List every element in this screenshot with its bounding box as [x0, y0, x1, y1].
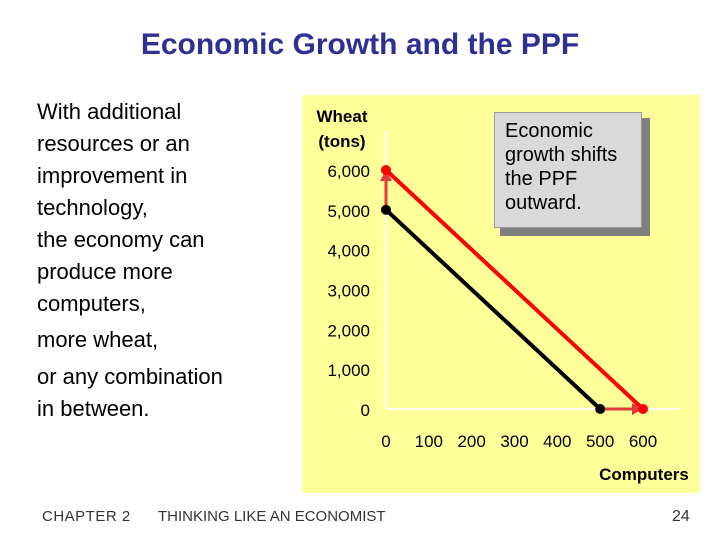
chart-points — [381, 165, 648, 414]
new-ppf-point — [381, 165, 391, 175]
y-tick-label: 1,000 — [327, 361, 370, 380]
footer-chapter: CHAPTER 2 — [42, 508, 131, 525]
y-axis-label: (tons) — [318, 132, 365, 151]
bullet-line: or any combination — [37, 364, 223, 389]
bullet-line: produce more — [37, 259, 173, 284]
x-tick-label: 0 — [381, 432, 390, 451]
x-tick-label: 300 — [500, 432, 528, 451]
x-tick-label: 400 — [543, 432, 571, 451]
new-ppf-point — [638, 404, 648, 414]
bullet-line: improvement in — [37, 163, 188, 188]
y-tick-label: 4,000 — [327, 242, 370, 261]
y-tick-label: 2,000 — [327, 321, 370, 340]
footer-page-number: 24 — [672, 508, 690, 525]
bullet-line: With additional — [37, 99, 182, 124]
y-tick-label: 3,000 — [327, 282, 370, 301]
y-tick-label: 5,000 — [327, 202, 370, 221]
y-tick-label: 0 — [361, 401, 370, 420]
old-ppf-point — [595, 404, 606, 414]
bullet-line: the economy can — [37, 227, 205, 252]
chart-lines — [384, 168, 645, 411]
x-axis-label: Computers — [599, 465, 689, 484]
bullet-line: resources or an — [37, 131, 190, 156]
bullet-line: in between. — [37, 396, 150, 421]
bullet-combination: or any combination in between. — [37, 361, 297, 425]
slide-title: Economic Growth and the PPF — [140, 28, 580, 61]
old-ppf-line — [384, 207, 603, 411]
x-tick-label: 100 — [415, 432, 443, 451]
bullet-line: technology, — [37, 195, 148, 220]
bullet-line: computers, — [37, 291, 146, 316]
bullet-more-wheat: more wheat, — [37, 324, 297, 356]
new-ppf-line — [384, 168, 645, 411]
y-axis-label: Wheat — [317, 107, 368, 126]
callout-line: growth shifts — [505, 144, 618, 166]
bullet-text: With additional resources or an improvem… — [37, 96, 297, 320]
y-tick-label: 6,000 — [327, 162, 370, 181]
chart-labels: Wheat (tons) Computers — [317, 107, 689, 484]
callout-text: Economic growth shifts the PPF outward. — [494, 112, 642, 228]
callout-line: Economic — [505, 120, 593, 142]
callout-line: outward. — [505, 192, 582, 214]
old-ppf-point — [381, 204, 391, 215]
x-tick-label: 500 — [586, 432, 614, 451]
shift-arrow-head — [632, 403, 643, 415]
footer-book-title: THINKING LIKE AN ECONOMIST — [158, 508, 386, 525]
x-tick-label: 600 — [629, 432, 657, 451]
x-tick-label: 200 — [457, 432, 485, 451]
callout-line: the PPF — [505, 168, 578, 190]
bullet-line: more wheat, — [37, 327, 159, 352]
chart-ticks: 6,000 5,000 4,000 3,000 2,000 1,000 00 100 200 30… — [327, 162, 657, 451]
shift-arrow-head — [380, 170, 392, 181]
callout-box: Economic growth shifts the PPF outward. — [494, 112, 652, 238]
